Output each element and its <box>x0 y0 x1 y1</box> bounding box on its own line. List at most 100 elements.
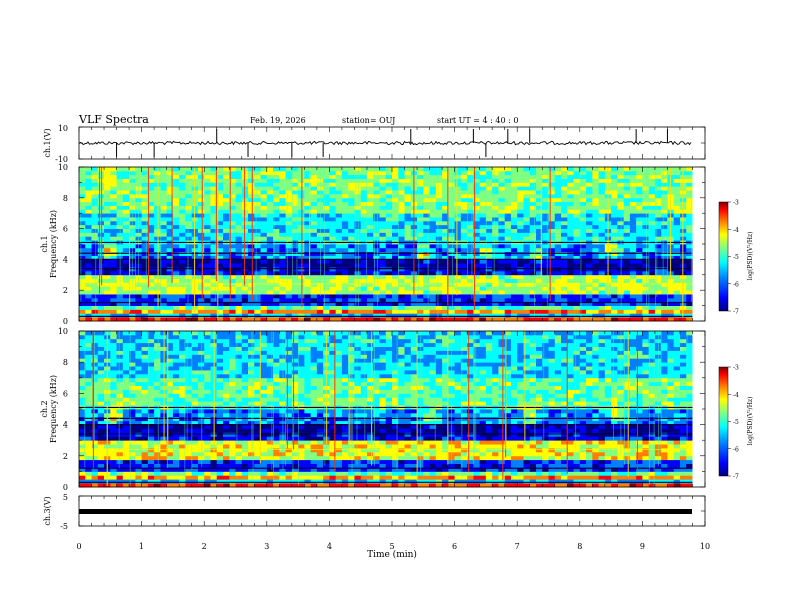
spectrogram-cell <box>323 286 330 291</box>
spectrogram-cell <box>661 259 668 264</box>
spectrogram-cell <box>316 463 324 468</box>
spectrogram-cell <box>510 217 518 222</box>
spectrogram-cell <box>686 197 693 203</box>
spectrogram-cell <box>398 301 405 306</box>
spectrogram-cell <box>629 182 637 187</box>
spectrogram-cell <box>442 305 449 310</box>
spectrogram-cell <box>154 259 161 264</box>
spectrogram-cell <box>517 290 524 295</box>
ch1-y-ticks <box>79 126 705 160</box>
spectrogram-cell <box>197 174 205 179</box>
spectrogram-cell <box>222 301 230 306</box>
spectrogram-cell <box>636 305 643 310</box>
spectrogram-cell <box>154 278 161 283</box>
spectrogram-cell <box>360 167 368 172</box>
spectrogram-cell <box>654 475 662 480</box>
spectrogram-cell <box>448 193 455 199</box>
spectrogram-cell <box>116 479 124 484</box>
spectrogram-cell <box>329 232 337 237</box>
spectrogram-cell <box>248 247 255 253</box>
spectrogram-cell <box>310 270 318 276</box>
spectrogram-cell <box>586 263 593 268</box>
spectrogram-cell <box>654 186 662 191</box>
spectrogram-cell <box>579 475 587 480</box>
spectrogram-cell <box>661 317 668 322</box>
spectrogram-cell <box>216 244 224 249</box>
spectrogram-cell <box>529 205 537 210</box>
spectrogram-cell <box>573 297 581 303</box>
spectrogram-cell <box>210 483 218 488</box>
spectrogram-cell <box>191 313 199 318</box>
spectrogram-cell <box>104 213 111 218</box>
spectrogram-cell <box>310 305 318 310</box>
spectrogram-cell <box>110 205 117 210</box>
spectrogram-cell <box>235 232 243 237</box>
spectrogram-cell <box>222 290 230 295</box>
spectrogram-cell <box>535 247 543 253</box>
spectrogram-cell <box>636 263 643 268</box>
spectrogram-cell <box>179 301 186 306</box>
spectrogram-cell <box>285 201 293 206</box>
spectrogram-cell <box>535 205 543 210</box>
spectrogram-cell <box>204 247 211 253</box>
spectrogram-cell <box>260 475 268 480</box>
spectrogram-cell <box>492 259 499 264</box>
spectrogram-cell <box>335 178 343 183</box>
spectrogram-cell <box>567 197 574 203</box>
spectrogram-cell <box>141 467 149 472</box>
spectrogram-cell <box>586 294 593 299</box>
spectrogram-cell <box>492 236 499 241</box>
spectrogram-cell <box>316 236 324 241</box>
spectrogram-cell <box>642 278 650 283</box>
spectrogram-cell <box>273 286 280 291</box>
spectrogram-cell <box>467 220 474 226</box>
spectrogram-cell <box>304 247 312 253</box>
spectrogram-cell <box>654 270 662 276</box>
spectrogram-cell <box>598 286 606 291</box>
spectrogram-cell <box>485 170 493 176</box>
spectrogram-cell <box>448 483 455 488</box>
spectrogram-cell <box>473 286 481 291</box>
spectrogram-cell <box>648 232 656 237</box>
spectrogram-cell <box>429 220 437 226</box>
spectrogram-cell <box>448 232 455 237</box>
spectrogram-cell <box>636 475 643 480</box>
spectrogram-cell <box>517 278 524 283</box>
spectrogram-cell <box>398 186 405 191</box>
spectrogram-cell <box>141 224 149 229</box>
colorbar-tick-label: -5 <box>733 254 739 261</box>
spectrogram-cell <box>492 309 499 314</box>
spectrogram-cell <box>429 244 437 249</box>
spectrogram-cell <box>667 463 675 468</box>
spectrogram-cell <box>235 170 243 176</box>
spectrogram-cell <box>586 282 593 287</box>
spectrogram-cell <box>473 174 481 179</box>
spectrogram-cell <box>398 297 405 303</box>
spectrogram-cell <box>410 483 418 488</box>
spectrogram-cell <box>385 313 393 318</box>
spectrogram-cell <box>204 170 211 176</box>
spectrogram-cell <box>385 255 393 260</box>
spectrogram-cell <box>373 224 380 229</box>
spectrogram-cell <box>423 186 430 191</box>
spectrogram-cell <box>423 301 430 306</box>
spectrogram-cell <box>417 483 424 488</box>
spectrogram-cell <box>335 170 343 176</box>
spectrogram-cell <box>398 290 405 295</box>
spectrogram-cell <box>298 479 305 484</box>
spectrogram-cell <box>373 228 380 233</box>
spectrogram-cell <box>179 255 186 260</box>
spectrogram-cell <box>260 186 268 191</box>
spectrogram-cell <box>460 459 468 464</box>
spectrogram-cell <box>454 255 462 260</box>
spectrogram-cell <box>91 274 99 280</box>
spectrogram-cell <box>122 247 130 253</box>
colorbar-tick-label: -4 <box>733 227 739 234</box>
spectrogram-cell <box>79 186 86 191</box>
spectrogram-cell <box>467 190 474 195</box>
spectrogram-cell <box>535 274 543 280</box>
spectrogram-cell <box>204 224 211 229</box>
spectrogram-cell <box>517 459 524 464</box>
spectrogram-cell <box>79 309 86 314</box>
spectrogram-cell <box>485 263 493 268</box>
